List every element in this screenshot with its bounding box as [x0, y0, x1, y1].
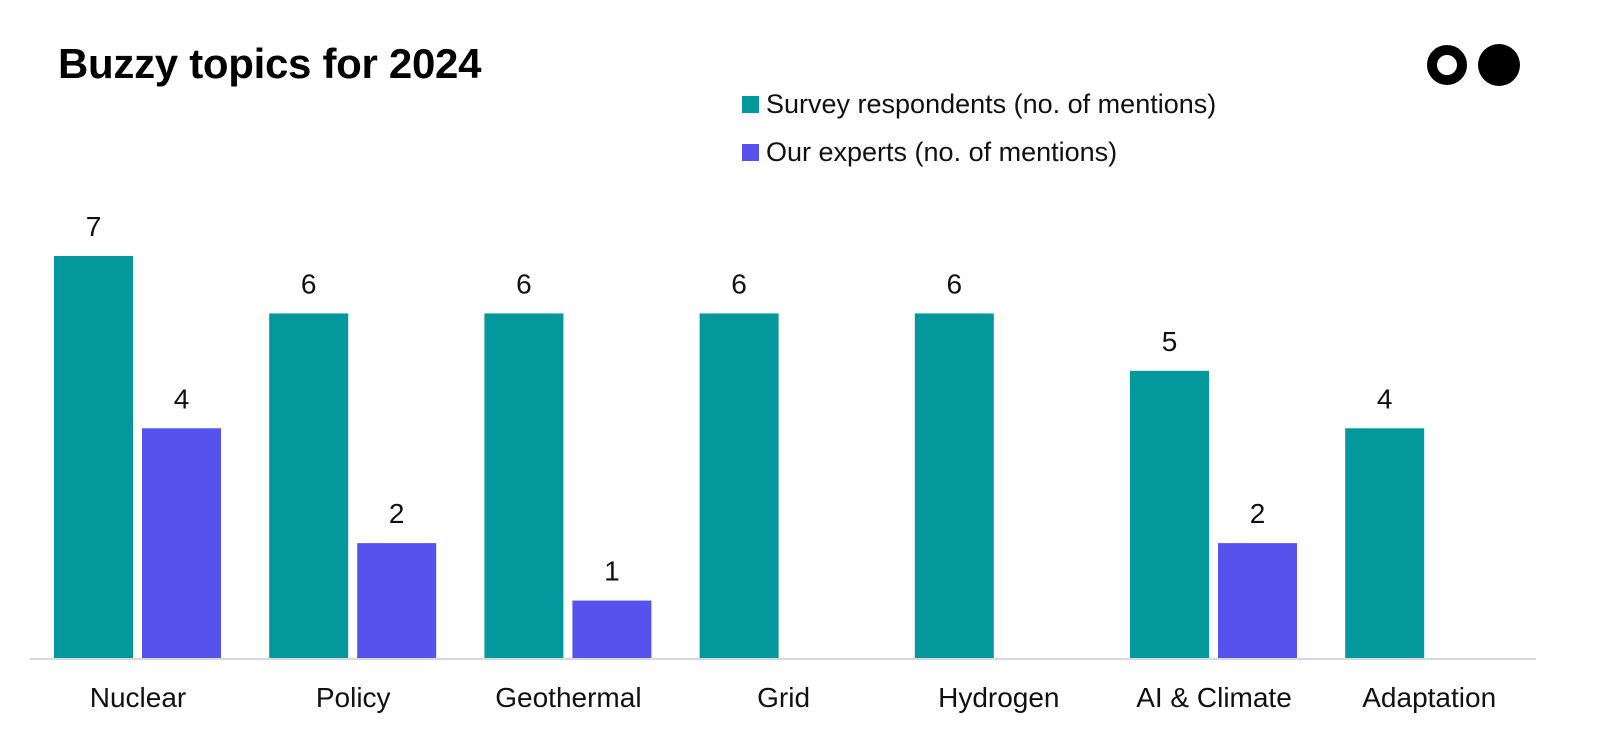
data-label-ai-climate-survey: 5 [1162, 326, 1178, 357]
legend-item-experts: Our experts (no. of mentions) [742, 128, 1216, 176]
data-label-hydrogen-survey: 6 [947, 268, 963, 299]
chart-title: Buzzy topics for 2024 [58, 40, 482, 87]
x-tick-label-adaptation: Adaptation [1362, 682, 1496, 713]
bar-policy-experts [357, 543, 437, 658]
x-tick-label-policy: Policy [316, 682, 391, 713]
data-label-adaptation-survey: 4 [1377, 383, 1393, 414]
legend-item-survey: Survey respondents (no. of mentions) [742, 80, 1216, 128]
data-label-ai-climate-experts: 2 [1250, 498, 1266, 529]
bar-nuclear-survey [54, 256, 133, 658]
data-label-policy-experts: 2 [389, 498, 405, 529]
bar-nuclear-experts [142, 428, 221, 658]
two-circles-logo-icon [1427, 44, 1520, 86]
data-label-geothermal-experts: 1 [604, 556, 620, 587]
x-tick-label-ai-climate: AI & Climate [1136, 682, 1292, 713]
x-tick-label-hydrogen: Hydrogen [938, 682, 1059, 713]
x-tick-label-geothermal: Geothermal [495, 682, 641, 713]
x-tick-label-nuclear: Nuclear [90, 682, 186, 713]
bar-ai-climate-survey [1130, 370, 1209, 658]
legend-label-experts: Our experts (no. of mentions) [766, 136, 1118, 167]
legend: Survey respondents (no. of mentions) Our… [742, 80, 1216, 176]
bar-hydrogen-survey [914, 313, 994, 658]
legend-swatch-experts [742, 143, 759, 161]
data-label-policy-survey: 6 [301, 268, 317, 299]
bar-geothermal-experts [572, 600, 652, 658]
legend-swatch-survey [742, 95, 759, 113]
bar-policy-survey [269, 313, 349, 658]
data-label-grid-survey: 6 [731, 268, 747, 299]
data-label-nuclear-survey: 7 [86, 211, 102, 242]
legend-label-survey: Survey respondents (no. of mentions) [766, 88, 1217, 119]
x-tick-label-grid: Grid [757, 682, 810, 713]
bar-geothermal-survey [484, 313, 564, 658]
data-label-geothermal-survey: 6 [516, 268, 532, 299]
data-label-nuclear-experts: 4 [174, 383, 190, 414]
bar-grid-survey [699, 313, 779, 658]
bar-ai-climate-experts [1218, 543, 1297, 658]
bar-adaptation-survey [1345, 428, 1425, 658]
